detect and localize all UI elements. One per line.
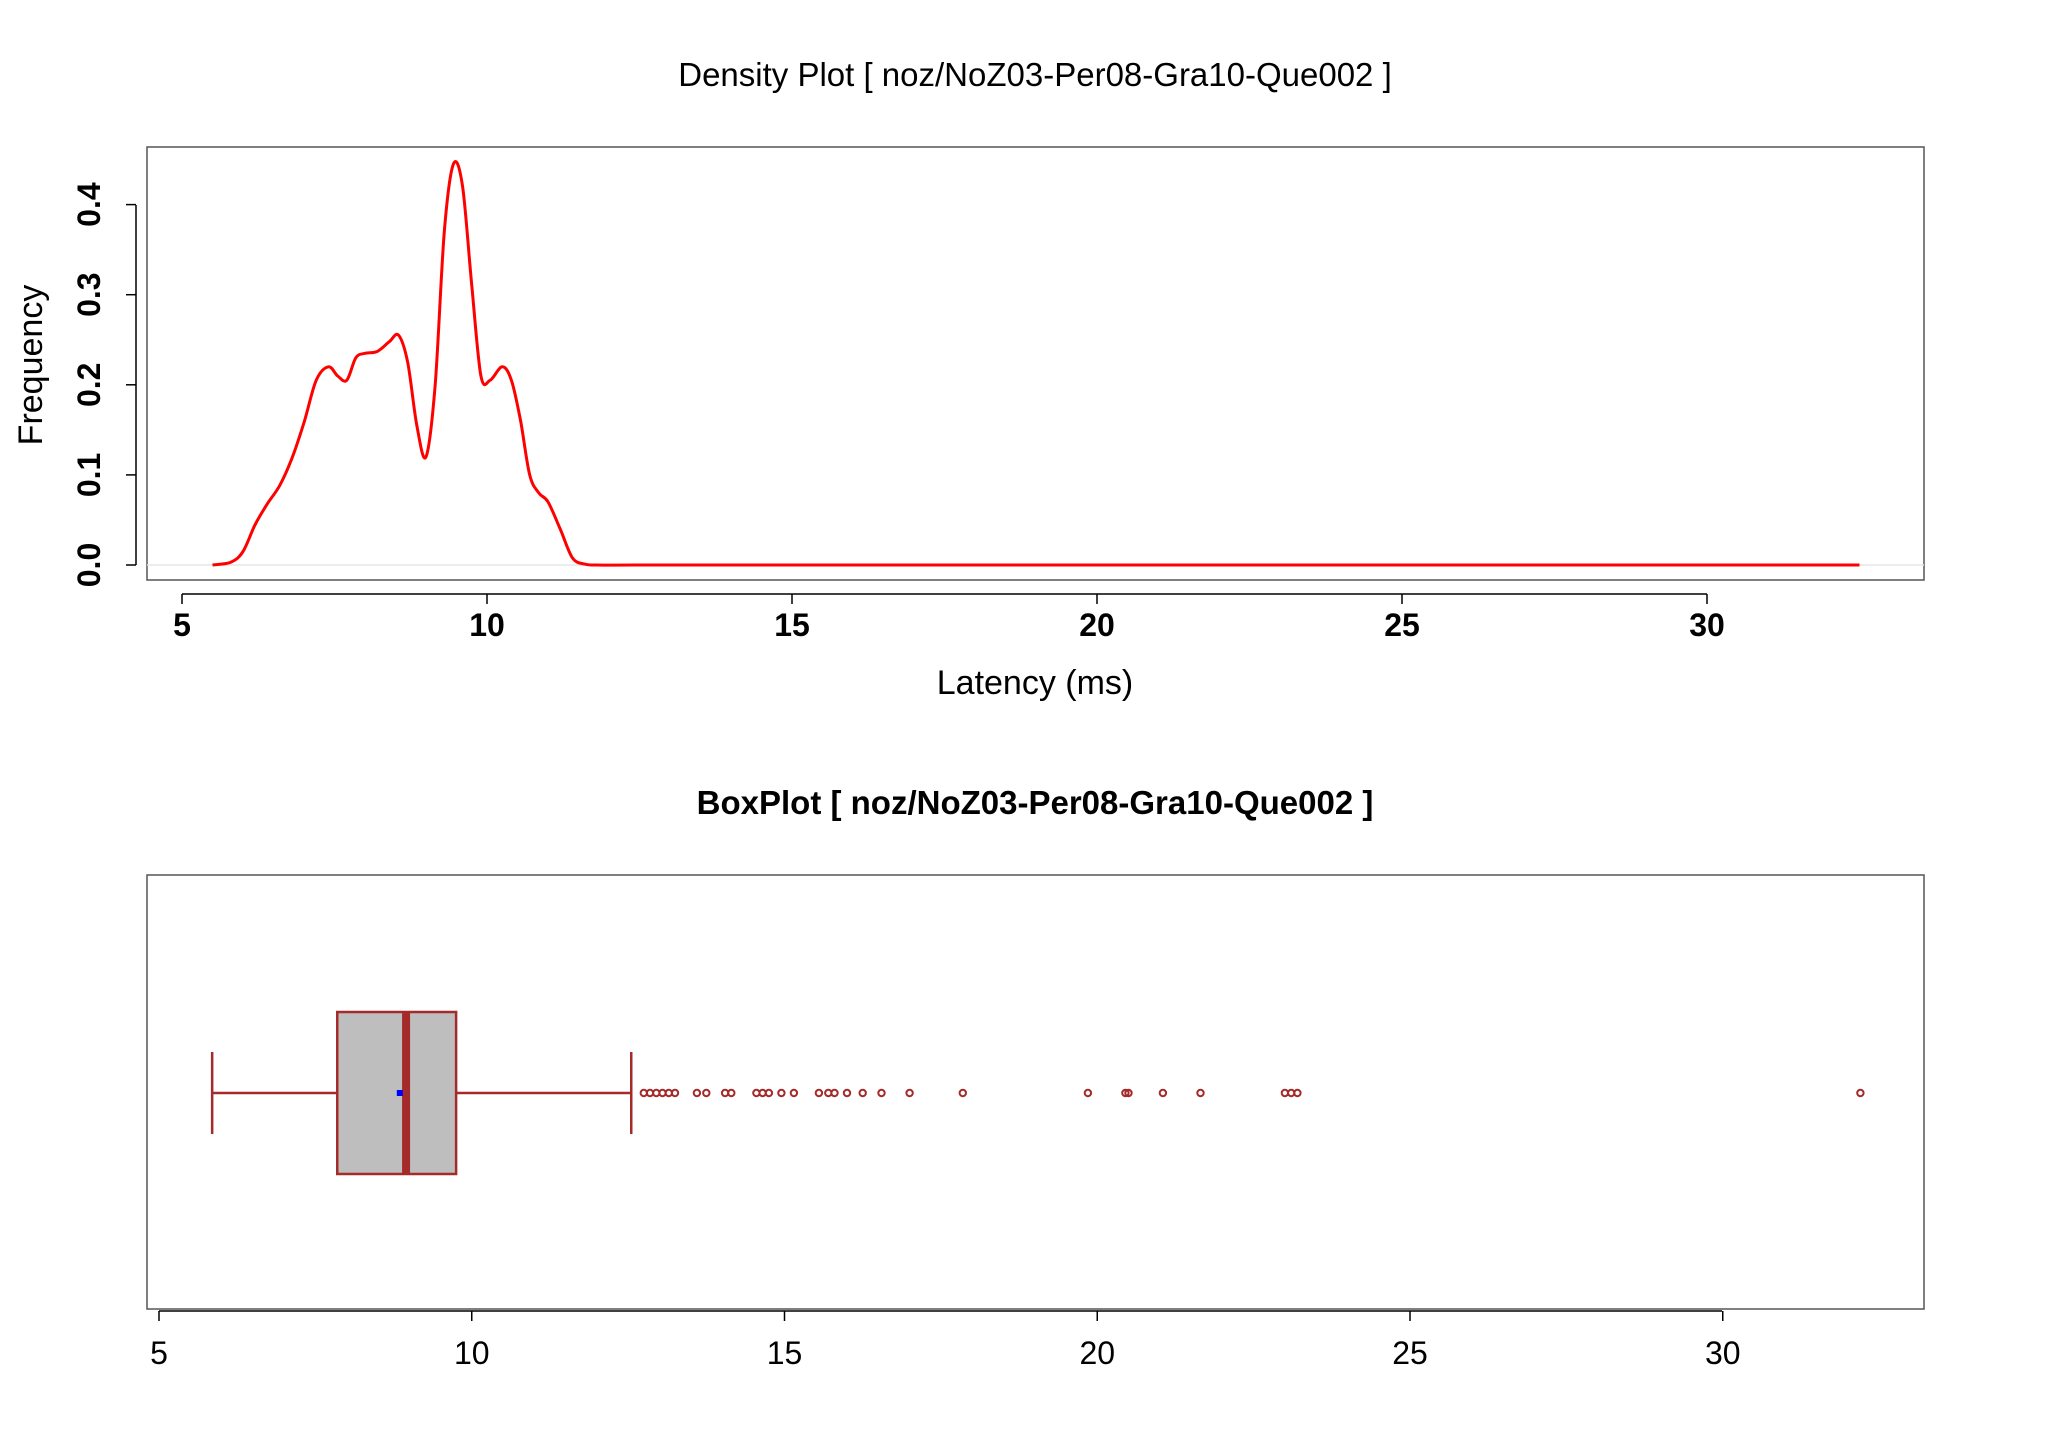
box-outlier-point xyxy=(1124,1088,1133,1098)
box-x-tick-label: 25 xyxy=(1392,1335,1428,1371)
box-x-tick-label: 5 xyxy=(150,1335,168,1371)
density-x-tick-label: 30 xyxy=(1689,607,1725,643)
box-outlier-point xyxy=(858,1088,867,1098)
box-outlier-point xyxy=(789,1088,799,1098)
box-x-axis: 5 10 15 20 25 30 xyxy=(150,1310,1741,1371)
density-series-line xyxy=(212,160,1860,567)
box-outlier-point xyxy=(830,1088,839,1098)
box-x-tick-label: 30 xyxy=(1705,1335,1741,1371)
box-outlier-point xyxy=(1856,1088,1865,1098)
box-outlier-point xyxy=(702,1088,711,1098)
density-x-tick-label: 25 xyxy=(1384,607,1420,643)
box-outlier-point xyxy=(1121,1088,1130,1098)
density-x-axis: 5 10 15 20 25 30 xyxy=(173,593,1725,643)
density-y-tick-label: 0.0 xyxy=(71,543,107,587)
box-mean-marker xyxy=(396,1090,403,1096)
box-outlier-point xyxy=(1158,1088,1168,1098)
density-x-label: Latency (ms) xyxy=(937,664,1134,702)
density-chart: Density Plot [ noz/NoZ03-Per08-Gra10-Que… xyxy=(12,56,1925,702)
box-outlier-point xyxy=(727,1088,736,1098)
density-plot-frame xyxy=(146,146,1925,581)
box-outlier-point xyxy=(958,1088,967,1098)
density-y-tick-label: 0.4 xyxy=(71,182,107,227)
box-outlier-point xyxy=(1196,1088,1205,1098)
density-y-tick-label: 0.3 xyxy=(71,272,107,316)
density-x-tick-label: 10 xyxy=(469,607,505,643)
box-title: BoxPlot [ noz/NoZ03-Per08-Gra10-Que002 ] xyxy=(697,784,1374,821)
box-outlier-point xyxy=(670,1088,680,1098)
density-x-tick-label: 20 xyxy=(1079,607,1115,643)
box-outlier-point xyxy=(842,1088,852,1098)
box-outlier-point xyxy=(905,1088,914,1098)
box-outlier-point xyxy=(777,1088,786,1098)
box-x-tick-label: 10 xyxy=(454,1335,490,1371)
box-outlier-point xyxy=(1293,1088,1302,1098)
box-glyph xyxy=(210,1010,633,1176)
box-x-tick-label: 15 xyxy=(767,1335,803,1371)
density-title: Density Plot [ noz/NoZ03-Per08-Gra10-Que… xyxy=(678,56,1392,93)
density-y-tick-label: 0.1 xyxy=(71,453,107,497)
density-x-tick-label: 5 xyxy=(173,607,191,643)
box-plot-frame xyxy=(146,874,1925,1310)
density-x-tick-label: 15 xyxy=(774,607,810,643)
box-iqr-rect xyxy=(336,1010,458,1176)
density-y-axis: 0.0 0.1 0.2 0.3 0.4 xyxy=(71,182,137,587)
box-outlier-point xyxy=(814,1088,824,1098)
box-x-tick-label: 20 xyxy=(1079,1335,1115,1371)
box-outlier-point xyxy=(877,1088,886,1098)
density-y-label: Frequency xyxy=(12,285,50,446)
box-outlier-point xyxy=(764,1088,774,1098)
box-outlier-point xyxy=(1083,1088,1093,1098)
density-y-tick-label: 0.2 xyxy=(71,363,107,407)
box-median-bar xyxy=(402,1012,411,1174)
box-chart: BoxPlot [ noz/NoZ03-Per08-Gra10-Que002 ]… xyxy=(146,784,1925,1371)
box-outliers xyxy=(639,1088,1865,1098)
box-outlier-point xyxy=(692,1088,702,1098)
